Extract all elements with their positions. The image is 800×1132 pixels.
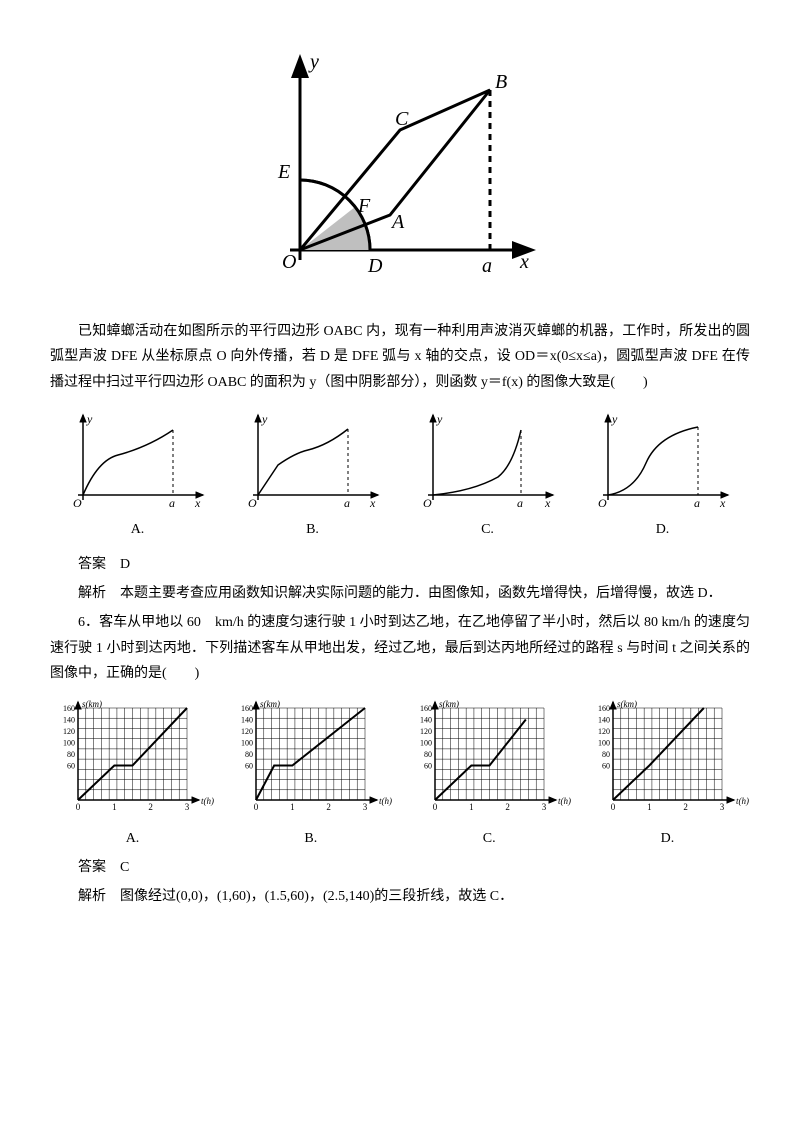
q6-option-c[interactable]: 16014012010080600123s(km)t(h) C. [407, 696, 572, 851]
svg-text:3: 3 [185, 802, 190, 812]
svg-text:y: y [436, 412, 443, 426]
q6-option-d[interactable]: 16014012010080600123s(km)t(h) D. [585, 696, 750, 851]
svg-text:3: 3 [720, 802, 725, 812]
q5-text: 已知蟑螂活动在如图所示的平行四边形 OABC 内，现有一种利用声波消灭蟑螂的机器… [50, 319, 750, 395]
svg-text:100: 100 [241, 738, 253, 747]
svg-text:0: 0 [432, 802, 437, 812]
q5-answer-line: 答案 D [50, 552, 750, 577]
svg-text:2: 2 [327, 802, 332, 812]
q6-answer-line: 答案 C [50, 855, 750, 880]
q5-option-c[interactable]: y O a x C. [400, 405, 575, 542]
svg-text:0: 0 [254, 802, 259, 812]
svg-text:80: 80 [602, 750, 610, 759]
svg-text:t(h): t(h) [558, 796, 571, 806]
svg-text:y: y [261, 412, 268, 426]
svg-text:160: 160 [63, 704, 75, 713]
label-A: A [390, 211, 405, 233]
label-E: E [277, 161, 290, 183]
svg-text:a: a [169, 496, 175, 510]
svg-text:100: 100 [598, 738, 610, 747]
svg-text:60: 60 [67, 761, 75, 770]
svg-text:s(km): s(km) [260, 699, 280, 709]
svg-text:2: 2 [505, 802, 510, 812]
label-F: F [357, 195, 371, 217]
svg-text:160: 160 [598, 704, 610, 713]
label-O: O [282, 251, 296, 273]
q6-analysis-line: 解析 图像经过(0,0)，(1,60)，(1.5,60)，(2.5,140)的三… [50, 884, 750, 909]
label-a: a [482, 255, 492, 277]
svg-text:80: 80 [424, 750, 432, 759]
svg-text:140: 140 [598, 715, 610, 724]
svg-text:2: 2 [683, 802, 688, 812]
svg-text:x: x [369, 496, 376, 510]
parallelogram-diagram: y x O D a E F A C B [250, 40, 550, 290]
svg-text:60: 60 [245, 761, 253, 770]
svg-text:x: x [194, 496, 201, 510]
svg-text:140: 140 [241, 715, 253, 724]
svg-text:100: 100 [63, 738, 75, 747]
svg-text:60: 60 [424, 761, 432, 770]
svg-text:1: 1 [647, 802, 652, 812]
label-D: D [367, 255, 383, 277]
svg-text:s(km): s(km) [82, 699, 102, 709]
svg-text:120: 120 [63, 727, 75, 736]
label-x: x [519, 251, 529, 273]
opt-label-c: C. [400, 517, 575, 542]
svg-text:y: y [86, 412, 93, 426]
svg-text:2: 2 [148, 802, 153, 812]
label-B: B [495, 71, 507, 93]
svg-text:80: 80 [67, 750, 75, 759]
opt-label-d: D. [575, 517, 750, 542]
svg-text:O: O [248, 496, 257, 510]
svg-text:1: 1 [469, 802, 474, 812]
svg-text:0: 0 [76, 802, 81, 812]
svg-text:0: 0 [611, 802, 616, 812]
svg-text:O: O [598, 496, 607, 510]
svg-text:s(km): s(km) [617, 699, 637, 709]
svg-text:a: a [694, 496, 700, 510]
q5-option-b[interactable]: y O a x B. [225, 405, 400, 542]
svg-text:160: 160 [420, 704, 432, 713]
svg-text:a: a [517, 496, 523, 510]
q5-option-d[interactable]: y O a x D. [575, 405, 750, 542]
svg-text:O: O [73, 496, 82, 510]
svg-text:3: 3 [363, 802, 368, 812]
q6-option-a[interactable]: 16014012010080600123s(km)t(h) A. [50, 696, 215, 851]
q5-option-a[interactable]: y O a x A. [50, 405, 225, 542]
svg-text:1: 1 [290, 802, 295, 812]
q6-options: 16014012010080600123s(km)t(h) A. 1601401… [50, 696, 750, 851]
svg-text:140: 140 [63, 715, 75, 724]
label-C: C [395, 108, 409, 130]
svg-text:140: 140 [420, 715, 432, 724]
svg-text:100: 100 [420, 738, 432, 747]
opt-label-b: B. [225, 517, 400, 542]
q5-options: y O a x A. y O a x B. y O a [50, 405, 750, 542]
main-figure: y x O D a E F A C B [50, 40, 750, 299]
svg-text:t(h): t(h) [379, 796, 392, 806]
svg-text:160: 160 [241, 704, 253, 713]
svg-text:y: y [611, 412, 618, 426]
svg-text:a: a [344, 496, 350, 510]
label-y: y [308, 51, 319, 73]
q5-analysis-line: 解析 本题主要考查应用函数知识解决实际问题的能力．由图像知，函数先增得快，后增得… [50, 581, 750, 606]
svg-text:120: 120 [241, 727, 253, 736]
svg-text:t(h): t(h) [201, 796, 214, 806]
svg-text:120: 120 [420, 727, 432, 736]
q6-text: 6．客车从甲地以 60 km/h 的速度匀速行驶 1 小时到达乙地，在乙地停留了… [50, 610, 750, 686]
svg-text:t(h): t(h) [736, 796, 749, 806]
svg-text:120: 120 [598, 727, 610, 736]
svg-text:1: 1 [112, 802, 117, 812]
svg-text:60: 60 [602, 761, 610, 770]
svg-text:x: x [544, 496, 551, 510]
opt-label-a: A. [50, 517, 225, 542]
svg-text:80: 80 [245, 750, 253, 759]
q6-option-b[interactable]: 16014012010080600123s(km)t(h) B. [228, 696, 393, 851]
svg-text:x: x [719, 496, 726, 510]
svg-text:O: O [423, 496, 432, 510]
svg-text:s(km): s(km) [439, 699, 459, 709]
svg-text:3: 3 [541, 802, 546, 812]
